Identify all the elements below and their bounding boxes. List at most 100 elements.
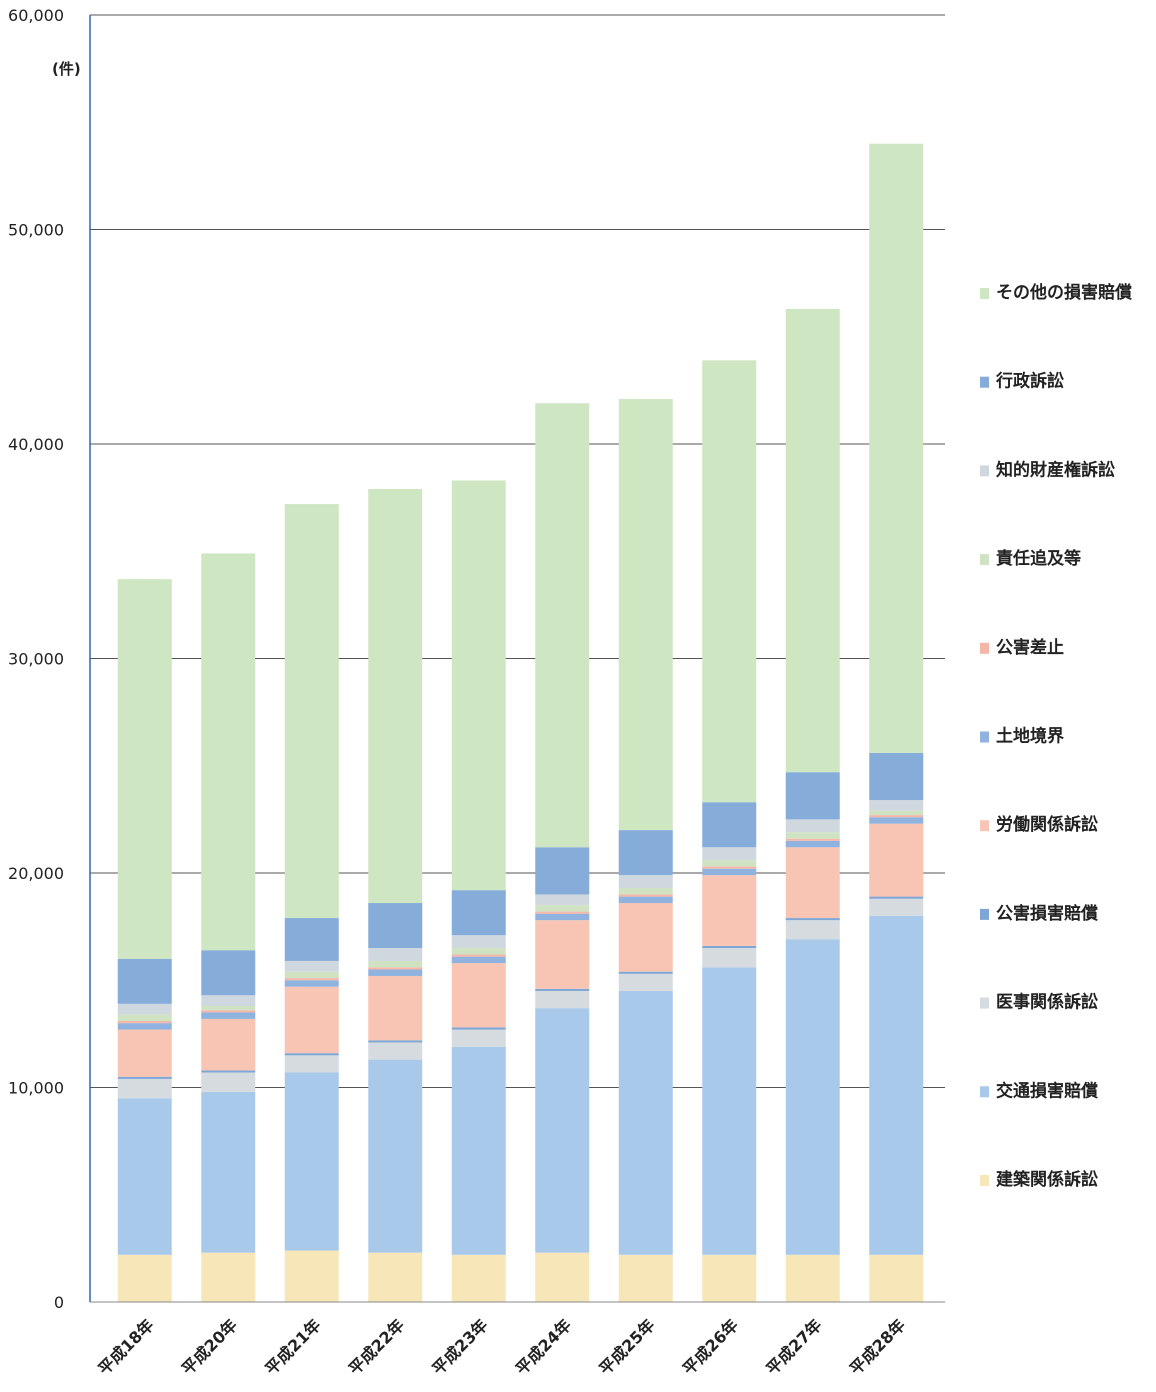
legend: その他の損害賠償行政訴訟知的財産権訴訟責任追及等公害差止土地境界労働関係訴訟公害… — [980, 282, 1132, 1190]
legend-label: 行政訴訟 — [995, 371, 1064, 392]
bar-segment — [869, 823, 924, 897]
legend-item: 知的財産権訴訟 — [980, 459, 1115, 480]
bar-segment — [535, 847, 590, 895]
bar-segment — [284, 918, 339, 961]
bar-segment — [869, 815, 924, 818]
bar-segment — [451, 948, 506, 955]
bar-segment — [117, 958, 172, 1004]
y-tick-labels: 0 10,000 20,000 30,000 40,000 50,000 60,000 — [8, 6, 64, 1312]
legend-swatch — [980, 465, 989, 477]
bar-segment — [702, 860, 757, 867]
bar-segment — [535, 988, 590, 991]
bar-stack — [869, 143, 924, 1302]
bar-segment — [117, 1003, 172, 1015]
y-tick-label: 20,000 — [8, 864, 64, 883]
bar-segment — [368, 1040, 423, 1043]
y-tick-label: 30,000 — [8, 650, 64, 669]
bar-stack — [284, 504, 339, 1302]
bar-segment — [284, 1053, 339, 1056]
bar-segment — [869, 800, 924, 811]
bar-segment — [535, 1252, 590, 1302]
bar-segment — [117, 1076, 172, 1079]
legend-label: 建築関係訴訟 — [996, 1169, 1098, 1190]
bar-segment — [368, 1042, 423, 1060]
bar-segment — [785, 838, 840, 841]
bar-segment — [117, 1098, 172, 1255]
legend-label: 土地境界 — [996, 726, 1064, 747]
bar-segment — [535, 913, 590, 921]
legend-label: 公害差止 — [996, 637, 1064, 658]
legend-item: 医事関係訴訟 — [980, 992, 1098, 1013]
bar-segment — [785, 847, 840, 919]
bar-segment — [284, 960, 339, 972]
bar-stack — [785, 308, 840, 1302]
legend-item: 労働関係訴訟 — [980, 814, 1098, 835]
bar-stack — [618, 398, 673, 1302]
bar-stack — [201, 553, 256, 1302]
legend-swatch — [980, 642, 989, 654]
bar-segment — [284, 1055, 339, 1073]
bar-segment — [869, 898, 924, 916]
bar-segment — [618, 894, 673, 897]
bar-segment — [117, 1029, 172, 1077]
bar-segment — [117, 1078, 172, 1099]
legend-item: 公害損害賠償 — [980, 903, 1098, 924]
legend-swatch — [980, 731, 989, 743]
bar-segment — [869, 143, 924, 753]
bar-segment — [451, 1029, 506, 1047]
legend-swatch — [980, 376, 989, 388]
bar-segment — [284, 1250, 339, 1302]
bar-segment — [535, 911, 590, 914]
bar-segment — [618, 990, 673, 1255]
bar-stack — [451, 480, 506, 1302]
y-tick-label: 0 — [54, 1293, 64, 1312]
bar-segment — [368, 960, 423, 968]
bar-segment — [368, 975, 423, 1041]
legend-swatch — [980, 1175, 989, 1186]
bar-segment — [618, 875, 673, 889]
bar-segment — [869, 752, 924, 801]
y-tick-label: 60,000 — [8, 6, 64, 25]
bar-segment — [702, 967, 757, 1255]
y-tick-label: 40,000 — [8, 435, 64, 454]
bar-segment — [451, 956, 506, 964]
bar-segment — [702, 945, 757, 949]
bar-segment — [201, 995, 256, 1006]
bar-segment — [618, 398, 673, 831]
bar-segment — [451, 1046, 506, 1255]
bar-segment — [785, 918, 840, 921]
bar-segment — [785, 1254, 840, 1302]
bar-segment — [368, 969, 423, 976]
bar-segment — [117, 579, 172, 959]
legend-label: その他の損害賠償 — [996, 282, 1132, 303]
bar-segment — [702, 847, 757, 861]
bar-stack — [368, 489, 423, 1302]
legend-label: 責任追及等 — [996, 548, 1081, 569]
bar-segment — [702, 866, 757, 869]
bar-segment — [201, 553, 256, 951]
bar-segment — [535, 990, 590, 1009]
bar-segment — [618, 903, 673, 972]
bar-segment — [702, 948, 757, 968]
bar-segment — [284, 978, 339, 981]
legend-item: 行政訴訟 — [980, 371, 1064, 392]
legend-item: その他の損害賠償 — [980, 282, 1132, 303]
legend-swatch — [980, 1086, 989, 1098]
bar-segment — [618, 830, 673, 876]
bar-segment — [117, 1254, 172, 1302]
bar-segment — [201, 1012, 256, 1019]
bar-segment — [117, 1014, 172, 1022]
bar-segment — [535, 1008, 590, 1253]
legend-swatch — [980, 908, 989, 920]
bar-segment — [785, 939, 840, 1255]
bar-segment — [618, 896, 673, 904]
bar-segment — [117, 1023, 172, 1030]
bar-segment — [785, 819, 840, 833]
bar-segment — [201, 1005, 256, 1011]
bars — [117, 143, 924, 1302]
bar-segment — [201, 1018, 256, 1071]
bar-segment — [869, 915, 924, 1255]
legend-label: 交通損害賠償 — [996, 1080, 1098, 1101]
bar-segment — [368, 1059, 423, 1253]
